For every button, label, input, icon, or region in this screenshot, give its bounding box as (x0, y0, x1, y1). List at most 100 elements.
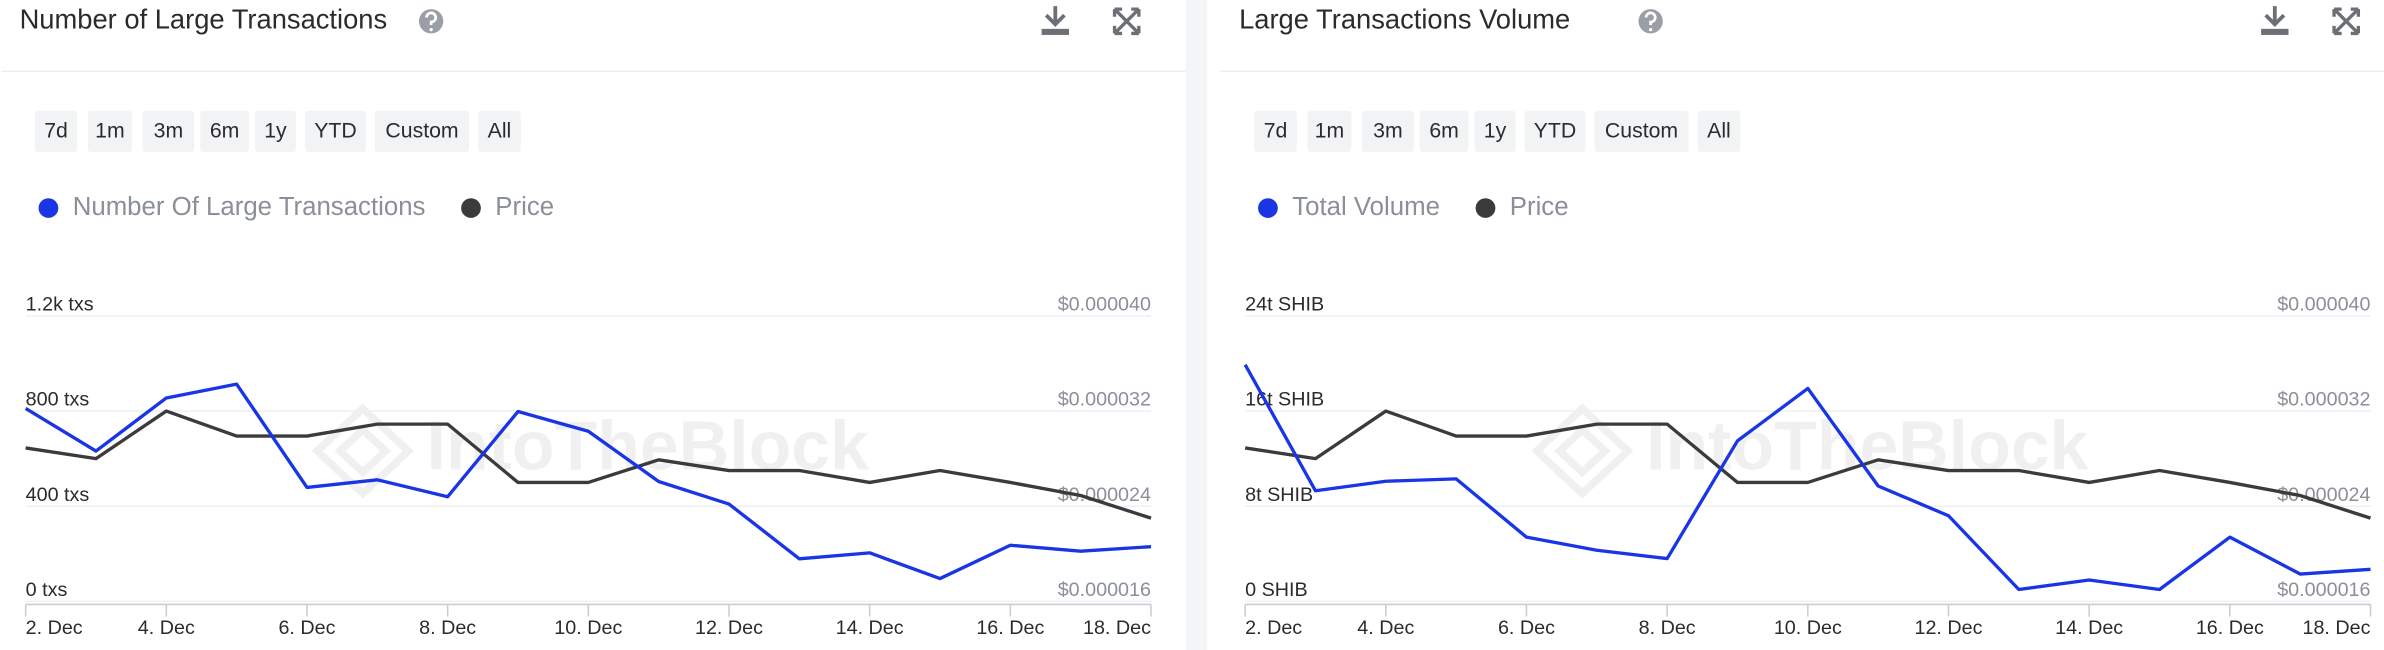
range-button-label: All (1707, 119, 1731, 143)
x-tick-label: 4. Dec (1357, 617, 1414, 639)
range-button-label: All (488, 119, 512, 143)
y2-tick-label: $0.000040 (1058, 293, 1151, 315)
watermark-logo (311, 403, 414, 499)
range-button-label: 1y (264, 119, 287, 143)
x-tick-label: 8. Dec (419, 617, 476, 639)
download-icon[interactable] (2261, 6, 2289, 35)
range-button-label: 7d (1264, 119, 1288, 143)
legend-dot (38, 198, 59, 218)
y2-tick-label: $0.000040 (2277, 293, 2370, 315)
legend-label: Total Volume (1292, 193, 1440, 221)
range-button-label: Custom (385, 119, 458, 143)
y2-tick-label: $0.000024 (2277, 484, 2370, 506)
range-button-label: 3m (154, 119, 184, 143)
download-arrow (2264, 6, 2286, 27)
x-tick-label: 14. Dec (2055, 617, 2123, 639)
range-button-bg (200, 110, 249, 152)
help-dot (1648, 27, 1653, 32)
y-tick-label: 24t SHIB (1245, 293, 1324, 315)
y2-tick-label: $0.000016 (1058, 579, 1151, 601)
range-button[interactable]: YTD (1524, 110, 1586, 152)
range-button[interactable]: 6m (1419, 110, 1469, 152)
range-button-bg (142, 110, 195, 152)
range-button[interactable]: 7d (34, 110, 78, 152)
range-button[interactable]: All (478, 110, 521, 152)
range-button-label: Custom (1605, 119, 1678, 143)
legend-item[interactable]: Price (1475, 193, 1569, 221)
expand-arrows (1112, 7, 1141, 36)
download-tray (2261, 28, 2289, 35)
x-tick-label: 2. Dec (1245, 617, 1302, 639)
x-tick-label: 4. Dec (138, 617, 195, 639)
range-button-bg (305, 110, 366, 152)
range-button-label: 6m (210, 119, 240, 143)
range-button[interactable]: 1m (1307, 110, 1352, 152)
range-button-bg (1419, 110, 1469, 152)
range-button[interactable]: 7d (1254, 110, 1297, 152)
range-button[interactable]: Custom (1594, 110, 1689, 152)
range-button-bg (87, 110, 132, 152)
range-button[interactable]: 1y (1474, 110, 1516, 152)
range-button-label: YTD (314, 119, 357, 143)
range-button-bg (1254, 110, 1297, 152)
legend-item[interactable]: Price (461, 193, 554, 221)
x-tick-label: 16. Dec (2196, 617, 2264, 639)
help-icon[interactable] (1638, 9, 1663, 34)
y-tick-label: 16t SHIB (1245, 389, 1324, 411)
x-tick-label: 8. Dec (1639, 617, 1696, 639)
range-button-label: 3m (1373, 119, 1403, 143)
range-button-bg (1307, 110, 1352, 152)
legend-dot (461, 198, 481, 218)
x-tick-label: 14. Dec (836, 617, 904, 639)
range-button-bg (1594, 110, 1689, 152)
range-button[interactable]: YTD (305, 110, 366, 152)
download-icon[interactable] (1041, 6, 1069, 35)
legend-item[interactable]: Number Of Large Transactions (38, 193, 426, 221)
download-tray (1041, 28, 1069, 35)
y2-tick-label: $0.000032 (2277, 389, 2370, 411)
download-arrow (1044, 6, 1066, 27)
panel-divider (1185, 0, 1208, 650)
panel-title: Number of Large Transactions (20, 3, 388, 34)
expand-arrows (2332, 7, 2361, 36)
expand-icon[interactable] (1112, 7, 1141, 36)
legend-dot (1258, 198, 1278, 218)
panel-title: Large Transactions Volume (1239, 3, 1570, 34)
y-tick-label: 0 SHIB (1245, 579, 1308, 601)
range-button[interactable]: 3m (142, 110, 195, 152)
help-icon[interactable] (418, 9, 444, 34)
range-button-bg (34, 110, 78, 152)
range-button-bg (478, 110, 521, 152)
x-tick-label: 16. Dec (976, 617, 1044, 639)
range-button-bg (1697, 110, 1741, 152)
range-button-label: 1y (1484, 119, 1507, 143)
legend-label: Price (495, 193, 554, 221)
watermark-logo (1531, 403, 1634, 499)
series-line (24, 382, 1152, 581)
range-button-label: 6m (1429, 119, 1459, 143)
range-button-label: 7d (44, 119, 68, 143)
x-tick-label: 18. Dec (1083, 617, 1151, 639)
y2-tick-label: $0.000032 (1058, 389, 1151, 411)
range-button-bg (254, 110, 296, 152)
x-tick-label: 18. Dec (2302, 617, 2370, 639)
legend-item[interactable]: Total Volume (1258, 193, 1440, 221)
range-button[interactable]: 6m (200, 110, 249, 152)
series-line (1244, 409, 2372, 520)
x-tick-label: 10. Dec (1774, 617, 1842, 639)
range-button-label: YTD (1534, 119, 1577, 143)
legend-label: Number Of Large Transactions (73, 193, 426, 221)
y-tick-label: 400 txs (26, 484, 90, 506)
legend-label: Price (1510, 193, 1569, 221)
range-button[interactable]: 1m (87, 110, 132, 152)
range-button[interactable]: 1y (254, 110, 296, 152)
series-line (1243, 363, 2371, 592)
range-button[interactable]: Custom (374, 110, 470, 152)
x-tick-label: 2. Dec (26, 617, 83, 639)
range-button[interactable]: 3m (1362, 110, 1414, 152)
expand-icon[interactable] (2332, 7, 2361, 36)
help-mark (425, 11, 438, 26)
range-button[interactable]: All (1697, 110, 1741, 152)
